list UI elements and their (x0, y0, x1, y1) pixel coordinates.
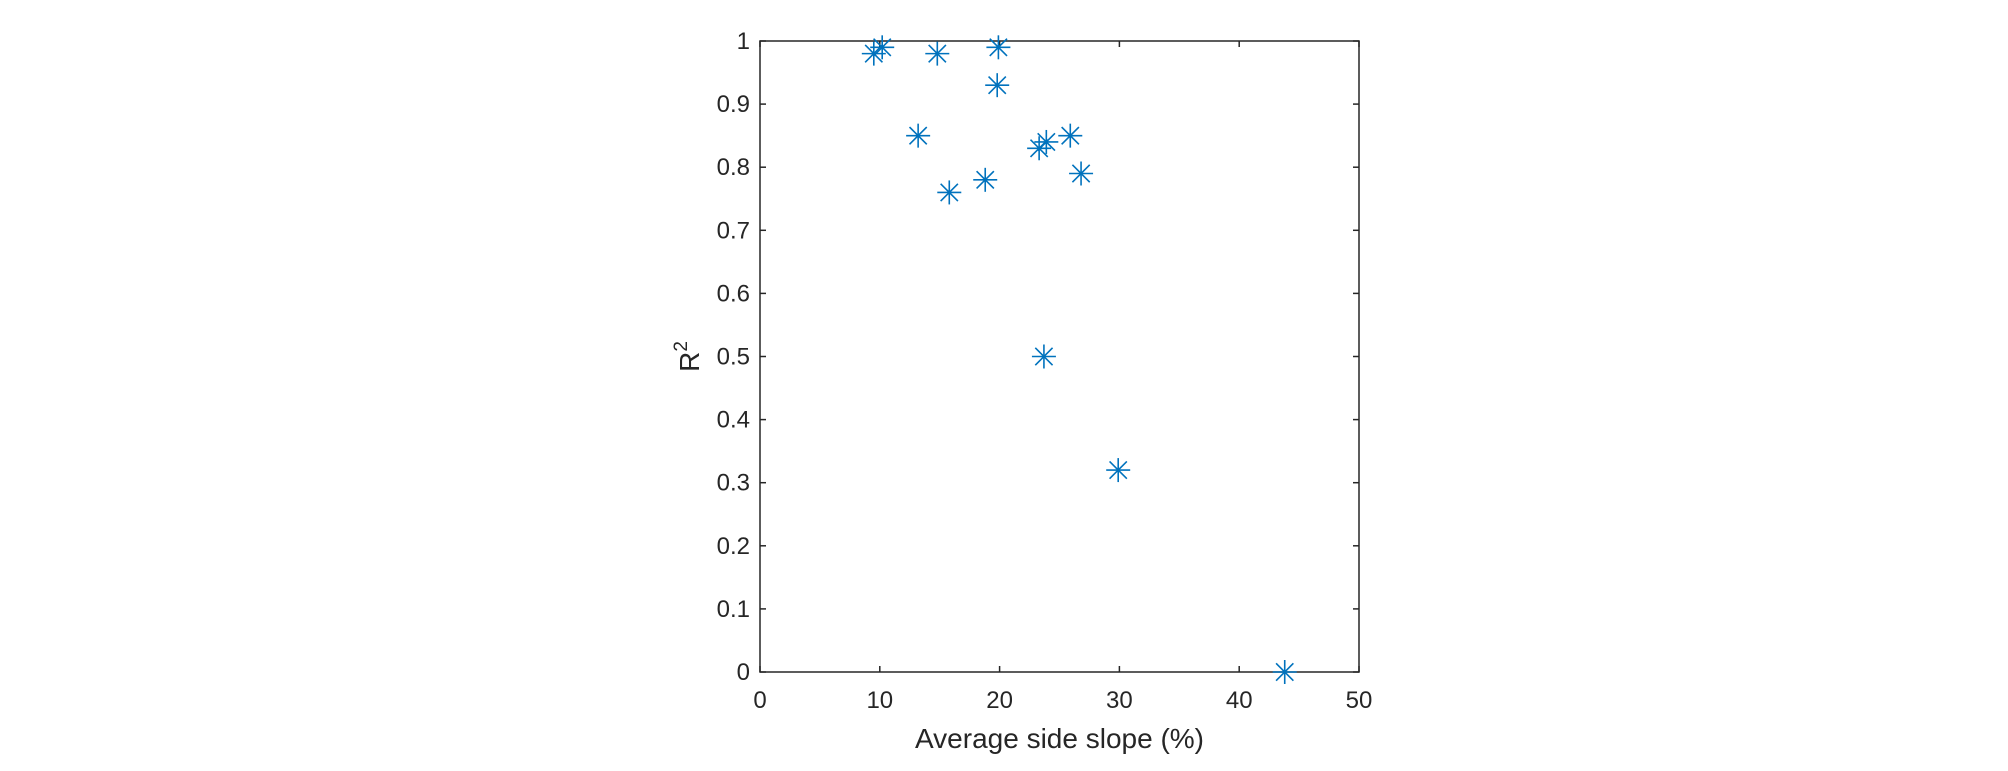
y-tick-label: 0.7 (717, 217, 750, 244)
y-tick-label: 0.5 (717, 344, 750, 371)
y-axis-ticks: 0 0.1 0.2 0.3 0.4 0.5 0.6 0.7 0.8 0.9 1 (717, 28, 1359, 686)
x-tick-label: 40 (1226, 687, 1253, 714)
x-tick-label: 0 (753, 687, 766, 714)
y-axis-title-superscript: 2 (671, 341, 692, 352)
data-point (1034, 129, 1059, 154)
y-tick-label: 0.9 (717, 91, 750, 118)
y-tick-label: 0.3 (717, 470, 750, 497)
y-tick-label: 0.8 (717, 154, 750, 181)
y-tick-label: 0.6 (717, 280, 750, 307)
data-point (985, 73, 1010, 98)
data-point (1031, 344, 1056, 369)
data-point (973, 167, 998, 192)
y-tick-label: 0.2 (717, 533, 750, 560)
data-point (1058, 123, 1083, 148)
x-tick-label: 10 (866, 687, 893, 714)
x-axis-title: Average side slope (%) (915, 723, 1204, 754)
y-tick-label: 1 (737, 28, 750, 55)
data-point (1272, 660, 1297, 684)
x-tick-label: 30 (1106, 687, 1133, 714)
y-axis-title: R2 (671, 341, 705, 372)
x-axis-ticks: 0 10 20 30 40 50 (753, 41, 1372, 714)
y-tick-label: 0 (737, 659, 750, 686)
plot-area (759, 40, 1360, 673)
data-points (861, 35, 1297, 684)
data-point (906, 123, 931, 148)
data-point (937, 180, 962, 205)
data-point (1069, 161, 1094, 186)
x-tick-label: 20 (986, 687, 1013, 714)
data-point (1106, 458, 1131, 483)
data-point (870, 35, 895, 60)
y-tick-label: 0.1 (717, 596, 750, 623)
x-tick-label: 50 (1346, 687, 1373, 714)
y-axis-title-base: R (674, 352, 705, 372)
data-point (986, 35, 1011, 60)
data-point (925, 41, 950, 66)
y-tick-label: 0.4 (717, 407, 750, 434)
